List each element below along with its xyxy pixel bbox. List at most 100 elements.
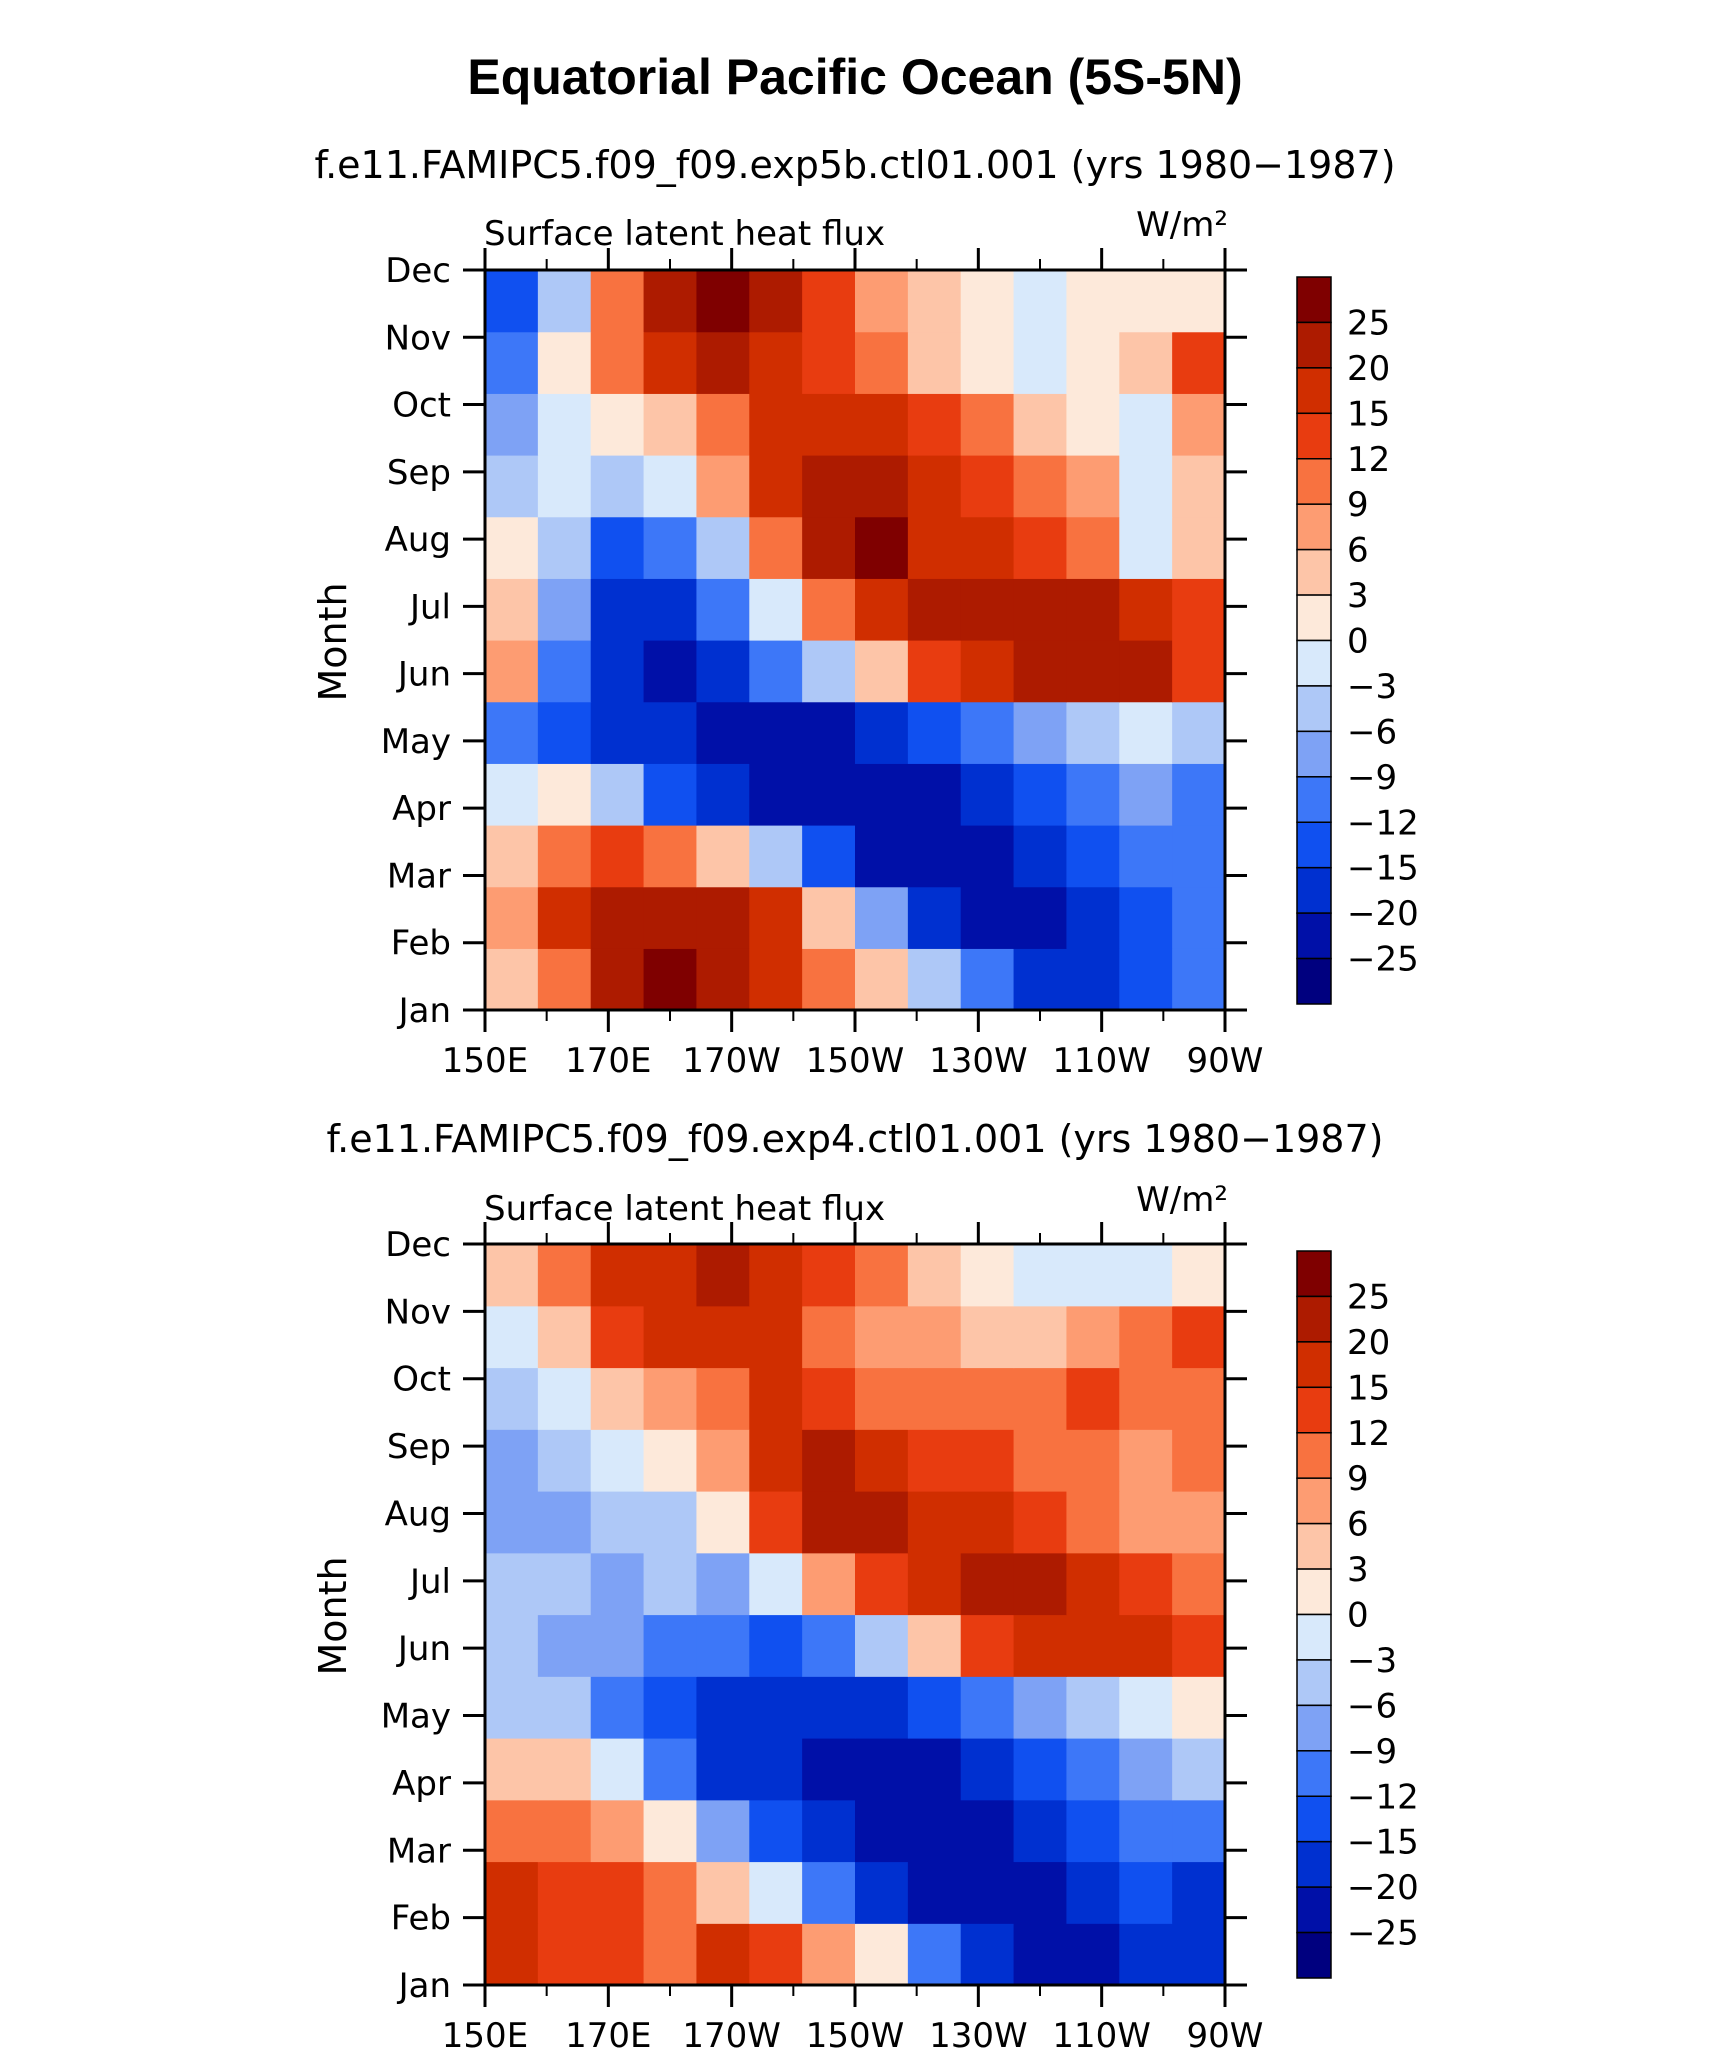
heatmap-cell: [696, 1305, 750, 1369]
heatmap-cell: [802, 1923, 856, 1986]
heatmap-cell: [537, 1367, 592, 1430]
colorbar-label: −9: [1347, 1732, 1397, 1772]
heatmap-cell: [1172, 1244, 1226, 1307]
panel-variable-label: Surface latent heat flux: [484, 214, 885, 254]
heatmap-cell: [1013, 578, 1068, 641]
heatmap-cell: [485, 270, 539, 333]
heatmap-cell: [1172, 640, 1226, 703]
colorbar-box: [1296, 1886, 1332, 1934]
heatmap-cell: [485, 1367, 539, 1430]
heatmap-cell: [855, 1923, 909, 1986]
heatmap-cell: [696, 393, 750, 456]
heatmap-cell: [960, 516, 1015, 579]
y-tick-label: Mar: [387, 1831, 451, 1871]
heatmap-cell: [537, 701, 592, 764]
heatmap-cell: [643, 270, 698, 333]
y-tick-label: Jun: [396, 655, 451, 695]
colorbar-box: [1296, 912, 1332, 960]
heatmap-cell: [1013, 1923, 1068, 1986]
heatmap-cell: [855, 1738, 909, 1801]
heatmap-cell: [1172, 1614, 1226, 1677]
heatmap-cell: [643, 1244, 698, 1307]
heatmap-cell: [749, 1367, 803, 1430]
heatmap-cell: [960, 886, 1015, 949]
heatmap-cell: [749, 1552, 803, 1616]
heatmap-cell: [802, 1429, 856, 1492]
heatmap-cell: [855, 1367, 909, 1430]
heatmap-cell: [1013, 270, 1068, 333]
heatmap-cell: [749, 701, 803, 764]
heatmap-cell: [590, 825, 645, 888]
heatmap-cell: [590, 640, 645, 703]
heatmap-cell: [590, 1923, 645, 1986]
heatmap-cell: [907, 578, 962, 641]
heatmap-cell: [643, 1676, 698, 1739]
heatmap-cell: [485, 1923, 539, 1986]
colorbar-label: 9: [1347, 1459, 1369, 1499]
heatmap-cell: [696, 763, 750, 826]
colorbar-box: [1296, 548, 1332, 596]
x-tick-label: 110W: [1052, 2016, 1151, 2056]
heatmap-cell: [1066, 825, 1120, 888]
y-tick-label: Aug: [385, 1494, 451, 1534]
heatmap-cell: [1172, 948, 1226, 1011]
heatmap-cell: [590, 701, 645, 764]
heatmap-cell: [802, 1367, 856, 1430]
heatmap-cell: [1119, 578, 1173, 641]
heatmap-cell: [696, 1738, 750, 1801]
heatmap-cell: [855, 886, 909, 949]
colorbar-label: 15: [1347, 1368, 1390, 1408]
heatmap-cell: [537, 1861, 592, 1924]
colorbar-label: −12: [1347, 1777, 1419, 1817]
heatmap-cell: [1172, 1676, 1226, 1739]
colorbar-box: [1296, 1250, 1332, 1298]
heatmap-cell: [1172, 1923, 1226, 1986]
heatmap-cell: [1172, 516, 1226, 579]
heatmap-cell: [643, 640, 698, 703]
heatmap-cell: [537, 825, 592, 888]
heatmap-cell: [960, 701, 1015, 764]
heatmap-cell: [855, 1429, 909, 1492]
heatmap-cell: [1119, 1244, 1173, 1307]
heatmap-cell: [1066, 516, 1120, 579]
heatmap-cell: [907, 270, 962, 333]
heatmap-cell: [855, 1305, 909, 1369]
heatmap-cell: [1172, 825, 1226, 888]
y-tick-label: Jun: [396, 1629, 451, 1669]
heatmap-cell: [1119, 948, 1173, 1011]
heatmap-cell: [537, 1244, 592, 1307]
colorbar-box: [1296, 1613, 1332, 1661]
heatmap-cell: [1119, 1676, 1173, 1739]
heatmap-cell: [1066, 1614, 1120, 1677]
x-tick-label: 170E: [565, 2016, 651, 2056]
heatmap-cell: [696, 1861, 750, 1924]
heatmap-cell: [485, 948, 539, 1011]
heatmap-cell: [749, 516, 803, 579]
colorbar-label: −20: [1347, 894, 1419, 934]
colorbar-box: [1296, 730, 1332, 778]
heatmap-cell: [1013, 763, 1068, 826]
heatmap-cell: [590, 1614, 645, 1677]
heatmap-cell: [802, 701, 856, 764]
heatmap-cell: [749, 825, 803, 888]
colorbar-box: [1296, 458, 1332, 505]
heatmap-cell: [696, 578, 750, 641]
heatmap-cell: [1119, 1614, 1173, 1677]
heatmap-cell: [537, 948, 592, 1011]
x-tick-label: 150E: [442, 2016, 528, 2056]
heatmap-cell: [1119, 1491, 1173, 1554]
colorbar-box: [1296, 1341, 1332, 1389]
colorbar-label: −9: [1347, 758, 1397, 798]
heatmap-cell: [802, 1305, 856, 1369]
colorbar-box: [1296, 639, 1332, 687]
heatmap-cell: [855, 455, 909, 518]
x-tick-label: 130W: [929, 1041, 1028, 1081]
heatmap-cell: [907, 1429, 962, 1492]
y-tick-label: Jan: [397, 1966, 451, 2006]
heatmap-cell: [1172, 701, 1226, 764]
heatmap-cell: [1066, 455, 1120, 518]
heatmap-cell: [590, 393, 645, 456]
x-tick-label: 170W: [682, 1041, 781, 1081]
heatmap-cell: [1119, 1552, 1173, 1616]
y-tick-label: Oct: [392, 1360, 451, 1400]
